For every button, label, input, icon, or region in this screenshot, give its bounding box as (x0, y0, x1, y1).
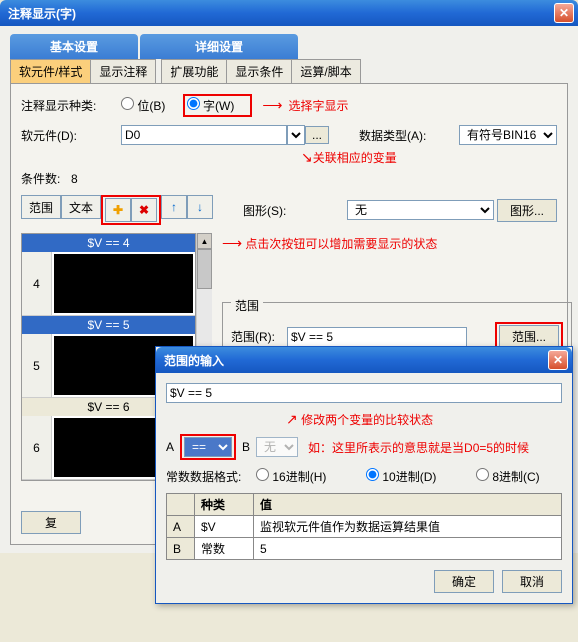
add-button[interactable]: ✚ (105, 198, 131, 222)
main-title: 注释显示(字) (4, 5, 554, 22)
swatch (54, 254, 193, 313)
var-table: 种类值 A$V监视软元件值作为数据运算结果值 B常数5 (166, 493, 562, 560)
radio-bit[interactable]: 位(B) (121, 99, 165, 113)
device-browse-button[interactable]: ... (305, 126, 329, 144)
ok-button[interactable]: 确定 (434, 570, 494, 593)
x-icon: ✖ (139, 203, 149, 217)
A-label: A (166, 440, 174, 454)
range-label: 范围(R): (231, 328, 287, 345)
shape-select[interactable]: 无 (347, 200, 494, 220)
down-button[interactable]: ↓ (187, 195, 213, 219)
close-icon[interactable]: ✕ (554, 3, 574, 23)
table-row[interactable]: B常数5 (167, 538, 562, 560)
device-input[interactable] (121, 125, 287, 145)
down-icon: ↓ (197, 200, 203, 214)
sub-dialog: 范围的输入 ✕ ↗ 修改两个变量的比较状态 A == B 无 如：这里所表示的意… (155, 346, 573, 604)
up-icon: ↑ (171, 200, 177, 214)
device-dropdown[interactable] (287, 125, 305, 145)
list-header: $V == 5 (22, 316, 195, 334)
arrow-icon: ↗ (286, 411, 298, 427)
table-row[interactable]: A$V监视软元件值作为数据运算结果值 (167, 516, 562, 538)
B-label: B (242, 440, 250, 454)
close-icon[interactable]: ✕ (548, 350, 568, 370)
range-button[interactable]: 范围 (21, 195, 61, 219)
radio-hex[interactable]: 16进制(H) (256, 468, 356, 485)
range-dialog-button[interactable]: 范围... (499, 325, 559, 348)
anno-modify: 修改两个变量的比较状态 (301, 413, 433, 427)
list-header: $V == 4 (22, 234, 195, 252)
constformat-label: 常数数据格式: (166, 468, 256, 485)
arrow-icon: ↘ (301, 149, 313, 166)
b-select: 无 (256, 437, 298, 457)
radio-word[interactable]: 字(W) (187, 99, 235, 113)
subtab-cond[interactable]: 显示条件 (226, 59, 292, 83)
device-label: 软元件(D): (21, 127, 121, 144)
condcount-value: 8 (71, 172, 78, 186)
anno-meaning: 如：这里所表示的意思就是当D0=5的时候 (308, 439, 529, 456)
anno-select-word: 选择字显示 (288, 97, 348, 114)
subtab-ext[interactable]: 扩展功能 (161, 59, 227, 83)
subtab-script[interactable]: 运算/脚本 (291, 59, 360, 83)
range-input[interactable] (287, 327, 467, 347)
condcount-label: 条件数: (21, 170, 71, 187)
scroll-up-icon[interactable]: ▲ (197, 233, 212, 249)
text-button[interactable]: 文本 (61, 195, 101, 219)
col-value: 值 (254, 494, 562, 516)
scroll-thumb[interactable] (197, 249, 212, 289)
sub-titlebar: 范围的输入 ✕ (156, 347, 572, 373)
arrow-icon: ⟶ (262, 97, 282, 114)
anno-click-add: 点击次按钮可以增加需要显示的状态 (245, 237, 437, 251)
anno-link-var: 关联相应的变量 (313, 149, 397, 166)
tab-basic[interactable]: 基本设置 (10, 34, 138, 59)
up-button[interactable]: ↑ (161, 195, 187, 219)
copy-button[interactable]: 复 (21, 511, 81, 534)
plus-icon: ✚ (113, 203, 123, 217)
cancel-button[interactable]: 取消 (502, 570, 562, 593)
subtab-style[interactable]: 软元件/样式 (10, 59, 91, 83)
tab-detail[interactable]: 详细设置 (140, 34, 298, 59)
datatype-label: 数据类型(A): (359, 127, 459, 144)
radio-dec[interactable]: 10进制(D) (366, 468, 466, 485)
list-item[interactable]: 4 (22, 252, 195, 316)
sub-title: 范围的输入 (160, 352, 548, 369)
operator-select[interactable]: == (184, 437, 232, 457)
datatype-select[interactable]: 有符号BIN16 (459, 125, 557, 145)
main-titlebar: 注释显示(字) ✕ (0, 0, 578, 26)
radio-oct[interactable]: 8进制(C) (476, 468, 576, 485)
col-kind: 种类 (195, 494, 254, 516)
shape-button[interactable]: 图形... (497, 199, 557, 222)
delete-button[interactable]: ✖ (131, 198, 157, 222)
shape-label: 图形(S): (243, 202, 343, 219)
range-legend: 范围 (231, 297, 263, 314)
arrow-icon: ⟶ (222, 235, 242, 251)
expr-input[interactable] (166, 383, 562, 403)
subtab-comment[interactable]: 显示注释 (90, 59, 156, 83)
display-type-label: 注释显示种类: (21, 97, 121, 114)
